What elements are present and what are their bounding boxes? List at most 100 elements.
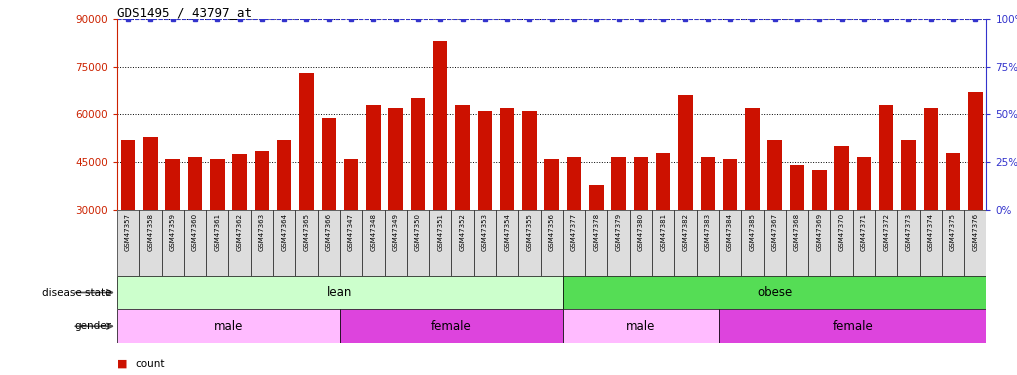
Bar — [317, 210, 340, 276]
Text: GSM47348: GSM47348 — [370, 213, 376, 251]
Bar — [496, 210, 519, 276]
Bar — [630, 210, 652, 276]
Bar — [143, 137, 158, 210]
Bar — [701, 158, 715, 210]
Bar — [211, 159, 225, 210]
Bar — [229, 210, 251, 276]
Text: obese: obese — [757, 286, 792, 299]
Text: GSM47363: GSM47363 — [259, 213, 264, 251]
Bar — [834, 146, 849, 210]
Bar — [433, 41, 447, 210]
Bar — [968, 92, 982, 210]
Text: GSM47351: GSM47351 — [437, 213, 443, 251]
Text: GSM47364: GSM47364 — [281, 213, 287, 251]
Text: GSM47354: GSM47354 — [504, 213, 511, 251]
Bar — [897, 210, 919, 276]
Bar — [277, 140, 292, 210]
Text: ■: ■ — [117, 359, 127, 369]
Text: GSM47373: GSM47373 — [905, 213, 911, 251]
Bar — [295, 210, 317, 276]
Text: female: female — [832, 320, 873, 333]
Bar — [478, 111, 492, 210]
Bar — [719, 309, 986, 343]
Text: GSM47369: GSM47369 — [817, 213, 823, 251]
Bar — [656, 153, 670, 210]
Bar — [121, 140, 135, 210]
Text: GSM47365: GSM47365 — [303, 213, 309, 251]
Bar — [901, 140, 915, 210]
Text: GSM47361: GSM47361 — [215, 213, 221, 251]
Bar — [562, 309, 719, 343]
Text: GSM47384: GSM47384 — [727, 213, 733, 251]
Text: GSM47379: GSM47379 — [615, 213, 621, 251]
Text: GSM47376: GSM47376 — [972, 213, 978, 251]
Text: disease state: disease state — [43, 288, 112, 297]
Bar — [522, 111, 537, 210]
Text: gender: gender — [75, 321, 112, 331]
Bar — [340, 210, 362, 276]
Bar — [166, 159, 180, 210]
Bar — [388, 108, 403, 210]
Bar — [585, 210, 607, 276]
Bar — [456, 105, 470, 210]
Bar — [790, 165, 804, 210]
Bar — [541, 210, 562, 276]
Text: GSM47383: GSM47383 — [705, 213, 711, 251]
Bar — [321, 118, 336, 210]
Bar — [162, 210, 184, 276]
Bar — [607, 210, 630, 276]
Text: GSM47356: GSM47356 — [549, 213, 554, 251]
Bar — [946, 153, 960, 210]
Text: male: male — [214, 320, 243, 333]
Text: GSM47357: GSM47357 — [125, 213, 131, 251]
Bar — [831, 210, 852, 276]
Text: GDS1495 / 43797_at: GDS1495 / 43797_at — [117, 6, 252, 19]
Text: GSM47381: GSM47381 — [660, 213, 666, 251]
Bar — [678, 95, 693, 210]
Text: GSM47370: GSM47370 — [839, 213, 844, 251]
Text: GSM47378: GSM47378 — [593, 213, 599, 251]
Bar — [923, 108, 938, 210]
Bar — [340, 309, 562, 343]
Bar — [566, 158, 582, 210]
Bar — [879, 105, 893, 210]
Bar — [344, 159, 358, 210]
Bar — [117, 210, 139, 276]
Text: GSM47380: GSM47380 — [638, 213, 644, 251]
Text: GSM47355: GSM47355 — [527, 213, 533, 251]
Bar — [254, 151, 270, 210]
Text: GSM47368: GSM47368 — [794, 213, 800, 251]
Bar — [519, 210, 541, 276]
Bar — [719, 210, 741, 276]
Bar — [117, 276, 562, 309]
Bar — [452, 210, 474, 276]
Text: GSM47349: GSM47349 — [393, 213, 399, 251]
Bar — [942, 210, 964, 276]
Bar — [384, 210, 407, 276]
Bar — [852, 210, 875, 276]
Text: GSM47359: GSM47359 — [170, 213, 176, 251]
Bar — [117, 309, 340, 343]
Text: count: count — [135, 359, 165, 369]
Bar — [919, 210, 942, 276]
Text: GSM47375: GSM47375 — [950, 213, 956, 251]
Bar — [139, 210, 162, 276]
Bar — [745, 108, 760, 210]
Bar — [611, 158, 625, 210]
Bar — [232, 154, 247, 210]
Bar — [366, 105, 380, 210]
Text: GSM47367: GSM47367 — [772, 213, 778, 251]
Bar — [407, 210, 429, 276]
Bar — [723, 159, 737, 210]
Text: GSM47362: GSM47362 — [237, 213, 243, 251]
Bar — [429, 210, 452, 276]
Bar — [188, 158, 202, 210]
Bar — [674, 210, 697, 276]
Bar — [856, 158, 872, 210]
Bar — [562, 210, 585, 276]
Text: GSM47372: GSM47372 — [883, 213, 889, 251]
Bar — [634, 158, 648, 210]
Bar — [273, 210, 295, 276]
Text: GSM47371: GSM47371 — [860, 213, 866, 251]
Text: GSM47358: GSM47358 — [147, 213, 154, 251]
